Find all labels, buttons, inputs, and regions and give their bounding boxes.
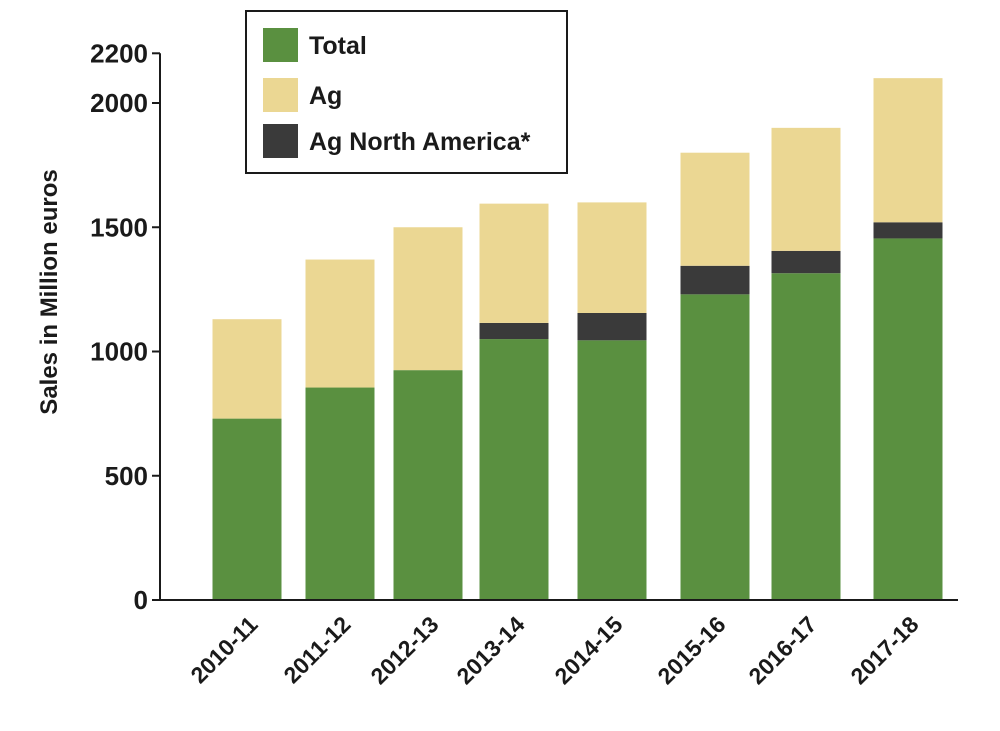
- bar-segment-total-2014-15: [577, 340, 647, 600]
- y-tick-label: 2200: [90, 38, 148, 68]
- x-tick-label: 2010-11: [185, 611, 262, 688]
- bars-layer: [212, 78, 943, 600]
- y-axis-title: Sales in Million euros: [36, 169, 63, 414]
- bar-segment-total-2015-16: [680, 294, 750, 600]
- bar-segment-ag-2010-11: [212, 319, 282, 419]
- x-tick-label: 2011-12: [278, 611, 355, 688]
- bar-segment-ag-north-america-2015-16: [680, 265, 750, 295]
- y-tick-label: 500: [105, 461, 148, 491]
- bar-segment-total-2016-17: [771, 273, 841, 600]
- bar-segment-ag-2014-15: [577, 202, 647, 313]
- bar-segment-ag-north-america-2017-18: [873, 222, 943, 239]
- x-tick-label: 2017-18: [845, 611, 923, 689]
- bar-segment-ag-north-america-2013-14: [479, 322, 549, 340]
- bar-segment-ag-2017-18: [873, 78, 943, 223]
- x-tick-label: 2016-17: [743, 611, 821, 689]
- y-tick-label: 1000: [90, 337, 148, 367]
- x-tick-label: 2013-14: [451, 611, 529, 689]
- bar-segment-ag-2015-16: [680, 152, 750, 266]
- bar-segment-ag-2012-13: [393, 227, 463, 371]
- legend-label: Total: [309, 32, 367, 60]
- bar-segment-total-2011-12: [305, 387, 375, 600]
- legend-label: Ag North America*: [309, 128, 531, 156]
- legend-swatch: [263, 78, 298, 112]
- y-tick-label: 2000: [90, 88, 148, 118]
- legend: Total Ag Ag North America*: [245, 10, 568, 174]
- bar-segment-total-2012-13: [393, 370, 463, 600]
- x-tick-label: 2015-16: [652, 611, 730, 689]
- x-tick-label: 2012-13: [365, 611, 443, 689]
- legend-label: Ag: [309, 82, 342, 110]
- legend-box: [245, 10, 568, 174]
- y-tick-label: 1500: [90, 212, 148, 242]
- legend-swatch: [263, 124, 298, 158]
- bar-segment-ag-2016-17: [771, 127, 841, 251]
- y-tick-label: 0: [134, 585, 148, 615]
- x-tick-label: 2014-15: [549, 611, 627, 689]
- bar-segment-total-2010-11: [212, 418, 282, 600]
- legend-swatch: [263, 28, 298, 62]
- bar-segment-ag-2013-14: [479, 203, 549, 323]
- bar-segment-total-2013-14: [479, 339, 549, 600]
- bar-segment-ag-north-america-2014-15: [577, 312, 647, 341]
- bar-segment-total-2017-18: [873, 238, 943, 600]
- bar-segment-ag-north-america-2016-17: [771, 250, 841, 274]
- bar-segment-ag-2011-12: [305, 259, 375, 388]
